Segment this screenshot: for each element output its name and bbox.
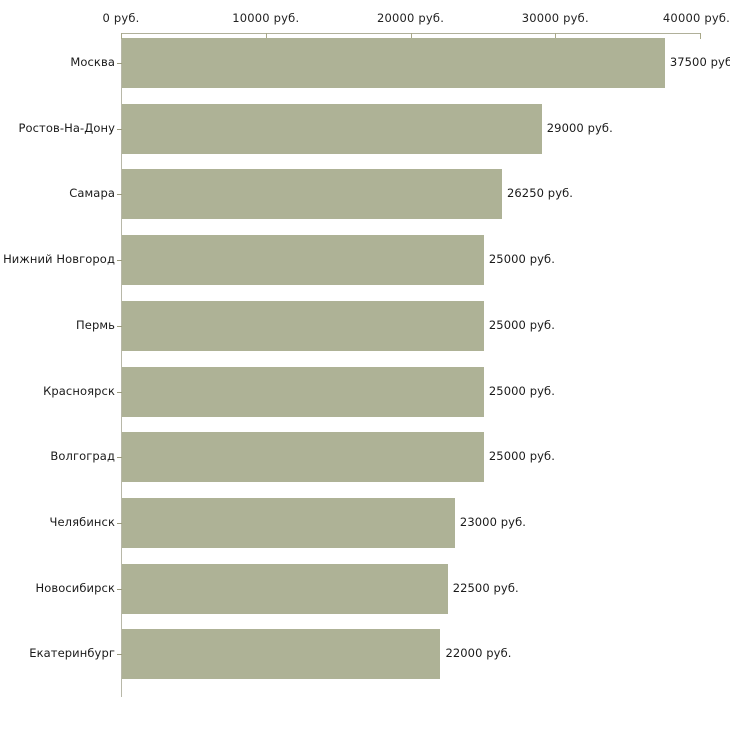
x-axis-tick [121, 33, 122, 39]
bar-row[interactable]: Красноярск 25000 руб. [0, 366, 730, 417]
bar-value-label: 29000 руб. [546, 120, 613, 135]
bar[interactable] [122, 366, 484, 417]
bar-value-label: 37500 руб. [669, 55, 730, 69]
category-axis-tick [117, 391, 122, 393]
category-label: Нижний Новгород [3, 252, 115, 267]
x-axis-tick-label: 20000 руб. [376, 11, 445, 25]
category-axis-tick [117, 588, 122, 590]
bar-row[interactable]: Самара 26250 руб. [0, 169, 730, 220]
x-axis-tick-label: 10000 руб. [232, 11, 300, 25]
bar-value-label: 25000 руб. [488, 252, 555, 267]
bar-value-label: 22500 руб. [452, 580, 519, 595]
category-label: Красноярск [43, 383, 115, 398]
category-label: Екатеринбург [29, 646, 115, 661]
category-label: Самара [69, 186, 115, 201]
category-label: Новосибирск [35, 580, 115, 595]
bar[interactable] [122, 103, 542, 154]
x-axis-tick [555, 33, 557, 39]
category-axis-tick [117, 654, 122, 656]
bar-value-label: 26250 руб. [506, 186, 574, 201]
category-axis-tick [117, 128, 122, 130]
category-axis-tick [117, 260, 122, 262]
bar-row[interactable]: Нижний Новгород 25000 руб. [0, 235, 730, 286]
y-axis-line [121, 33, 122, 697]
x-axis-tick-label: 0 руб. [102, 11, 140, 25]
bar-row[interactable]: Екатеринбург 22000 руб. [0, 629, 730, 680]
category-axis-tick [117, 325, 122, 327]
bar-row[interactable]: Челябинск 23000 руб. [0, 497, 730, 548]
category-label: Челябинск [49, 514, 115, 529]
x-axis-tick-label: 40000 руб. [662, 11, 730, 25]
category-label: Ростов-На-Дону [18, 120, 115, 135]
bar-row[interactable]: Ростов-На-Дону 29000 руб. [0, 103, 730, 154]
category-axis-tick [117, 194, 122, 196]
bar-value-label: 23000 руб. [459, 514, 527, 529]
bar[interactable] [122, 235, 484, 286]
bar-row[interactable]: Волгоград 25000 руб. [0, 432, 730, 483]
bar[interactable] [122, 497, 455, 548]
x-axis-tick [700, 33, 701, 39]
x-axis-tick [410, 33, 412, 39]
bar[interactable] [122, 432, 484, 483]
category-label: Волгоград [50, 449, 115, 464]
x-axis-tick [265, 33, 267, 39]
category-label: Москва [70, 55, 115, 69]
category-axis-tick [117, 457, 122, 459]
bar[interactable] [122, 38, 665, 88]
category-axis-tick [117, 63, 122, 64]
bar-value-label: 22000 руб. [445, 646, 512, 661]
bar-value-label: 25000 руб. [488, 383, 555, 398]
bar-value-label: 25000 руб. [488, 449, 555, 464]
bar[interactable] [122, 169, 502, 220]
bar-row[interactable]: Новосибирск 22500 руб. [0, 563, 730, 614]
bar[interactable] [122, 563, 448, 614]
bar-row[interactable]: Пермь 25000 руб. [0, 300, 730, 351]
category-label: Пермь [76, 317, 115, 332]
bar-row[interactable]: Москва 37500 руб. [0, 38, 730, 88]
bar-value-label: 25000 руб. [488, 317, 555, 332]
bar[interactable] [122, 629, 441, 680]
category-axis-tick [117, 522, 122, 524]
bar[interactable] [122, 300, 484, 351]
x-axis-tick-label: 30000 руб. [521, 11, 589, 25]
